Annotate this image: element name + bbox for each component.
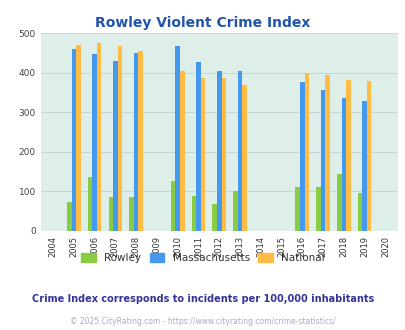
Bar [67, 202, 71, 231]
Bar [87, 177, 92, 231]
Bar [196, 62, 200, 231]
Bar [129, 197, 134, 231]
Bar [212, 204, 216, 231]
Bar [237, 71, 242, 231]
Bar [315, 187, 320, 231]
Text: Rowley Violent Crime Index: Rowley Violent Crime Index [95, 16, 310, 30]
Bar [242, 85, 246, 231]
Bar [336, 174, 341, 231]
Bar [299, 82, 304, 231]
Bar [366, 81, 371, 231]
Bar [138, 51, 143, 231]
Bar [357, 193, 362, 231]
Bar [97, 43, 101, 231]
Bar [200, 78, 205, 231]
Bar [320, 90, 324, 231]
Bar [71, 49, 76, 231]
Bar [362, 101, 366, 231]
Bar [134, 53, 138, 231]
Bar [171, 181, 175, 231]
Text: © 2025 CityRating.com - https://www.cityrating.com/crime-statistics/: © 2025 CityRating.com - https://www.city… [70, 317, 335, 326]
Bar [232, 191, 237, 231]
Bar [175, 46, 179, 231]
Text: Crime Index corresponds to incidents per 100,000 inhabitants: Crime Index corresponds to incidents per… [32, 294, 373, 304]
Legend: Rowley, Massachusetts, National: Rowley, Massachusetts, National [77, 249, 328, 267]
Bar [108, 197, 113, 231]
Bar [117, 46, 122, 231]
Bar [295, 187, 299, 231]
Bar [221, 78, 226, 231]
Bar [76, 45, 81, 231]
Bar [345, 80, 350, 231]
Bar [92, 54, 97, 231]
Bar [113, 61, 117, 231]
Bar [179, 71, 184, 231]
Bar [304, 73, 309, 231]
Bar [191, 196, 196, 231]
Bar [341, 98, 345, 231]
Bar [324, 75, 329, 231]
Bar [216, 71, 221, 231]
